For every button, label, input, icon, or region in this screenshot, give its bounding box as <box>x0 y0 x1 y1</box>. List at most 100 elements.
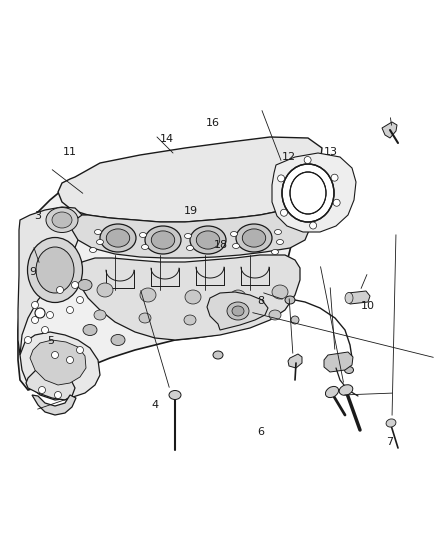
Text: 4: 4 <box>152 400 159 410</box>
Ellipse shape <box>78 279 92 290</box>
Ellipse shape <box>71 281 78 288</box>
Ellipse shape <box>46 311 53 319</box>
Ellipse shape <box>32 302 39 309</box>
Polygon shape <box>272 153 356 232</box>
Ellipse shape <box>67 306 74 313</box>
Ellipse shape <box>140 288 156 302</box>
Ellipse shape <box>386 419 396 427</box>
Text: 3: 3 <box>34 211 41 221</box>
Ellipse shape <box>233 244 240 248</box>
Ellipse shape <box>242 229 266 247</box>
Ellipse shape <box>100 224 136 252</box>
Ellipse shape <box>278 175 285 182</box>
Ellipse shape <box>272 285 288 299</box>
Polygon shape <box>26 368 75 400</box>
Text: 11: 11 <box>63 147 77 157</box>
Ellipse shape <box>36 247 74 293</box>
Ellipse shape <box>151 231 175 249</box>
Ellipse shape <box>52 351 59 359</box>
Polygon shape <box>58 137 322 222</box>
Ellipse shape <box>187 246 194 251</box>
Ellipse shape <box>77 296 84 303</box>
Polygon shape <box>30 340 86 385</box>
Ellipse shape <box>169 391 181 400</box>
Text: 8: 8 <box>257 296 264 306</box>
Ellipse shape <box>57 287 64 294</box>
Ellipse shape <box>333 199 340 206</box>
Polygon shape <box>346 291 370 304</box>
Ellipse shape <box>229 315 241 325</box>
Ellipse shape <box>304 157 311 164</box>
Polygon shape <box>72 208 310 258</box>
Ellipse shape <box>345 367 353 374</box>
Ellipse shape <box>282 164 334 222</box>
Ellipse shape <box>42 327 49 334</box>
Ellipse shape <box>269 310 281 320</box>
Ellipse shape <box>290 172 326 214</box>
Ellipse shape <box>28 238 82 303</box>
Ellipse shape <box>285 296 295 304</box>
Ellipse shape <box>97 283 113 297</box>
Polygon shape <box>324 352 353 372</box>
Ellipse shape <box>190 226 226 254</box>
Polygon shape <box>32 395 76 415</box>
Polygon shape <box>78 255 300 340</box>
Text: 16: 16 <box>205 118 219 127</box>
Polygon shape <box>207 292 268 330</box>
Ellipse shape <box>184 233 191 238</box>
Ellipse shape <box>46 207 78 232</box>
Ellipse shape <box>325 386 339 398</box>
Ellipse shape <box>213 351 223 359</box>
Ellipse shape <box>52 212 72 228</box>
Ellipse shape <box>139 313 151 323</box>
Text: 5: 5 <box>47 336 54 346</box>
Ellipse shape <box>310 222 317 229</box>
Ellipse shape <box>280 209 287 216</box>
Ellipse shape <box>95 230 102 235</box>
Ellipse shape <box>111 335 125 345</box>
Ellipse shape <box>232 306 244 316</box>
Ellipse shape <box>77 346 84 353</box>
Polygon shape <box>18 207 88 355</box>
Ellipse shape <box>96 239 103 245</box>
Ellipse shape <box>35 308 45 318</box>
Polygon shape <box>288 354 302 368</box>
Ellipse shape <box>32 317 39 324</box>
Ellipse shape <box>141 245 148 249</box>
Ellipse shape <box>184 315 196 325</box>
Text: 19: 19 <box>184 206 198 215</box>
Ellipse shape <box>227 302 249 320</box>
Text: 9: 9 <box>29 267 36 277</box>
Ellipse shape <box>272 249 279 254</box>
Polygon shape <box>382 122 397 138</box>
Polygon shape <box>18 140 315 390</box>
Ellipse shape <box>275 230 282 235</box>
Ellipse shape <box>106 229 130 247</box>
Ellipse shape <box>230 290 246 304</box>
Ellipse shape <box>25 336 32 343</box>
Text: 18: 18 <box>214 240 228 250</box>
Ellipse shape <box>236 224 272 252</box>
Ellipse shape <box>276 239 283 245</box>
Ellipse shape <box>145 226 181 254</box>
Ellipse shape <box>230 231 237 237</box>
Ellipse shape <box>139 232 146 238</box>
Ellipse shape <box>185 290 201 304</box>
Text: 10: 10 <box>361 302 375 311</box>
Ellipse shape <box>39 386 46 393</box>
Ellipse shape <box>339 385 353 395</box>
Ellipse shape <box>54 392 61 399</box>
Polygon shape <box>20 332 100 400</box>
Ellipse shape <box>345 293 353 303</box>
Text: 13: 13 <box>324 147 338 157</box>
Ellipse shape <box>94 310 106 320</box>
Ellipse shape <box>67 357 74 364</box>
Text: 7: 7 <box>386 438 393 447</box>
Text: 14: 14 <box>159 134 173 143</box>
Ellipse shape <box>83 325 97 335</box>
Ellipse shape <box>331 174 338 181</box>
Text: 6: 6 <box>257 427 264 437</box>
Ellipse shape <box>291 316 299 324</box>
Ellipse shape <box>196 231 220 249</box>
Ellipse shape <box>89 247 96 253</box>
